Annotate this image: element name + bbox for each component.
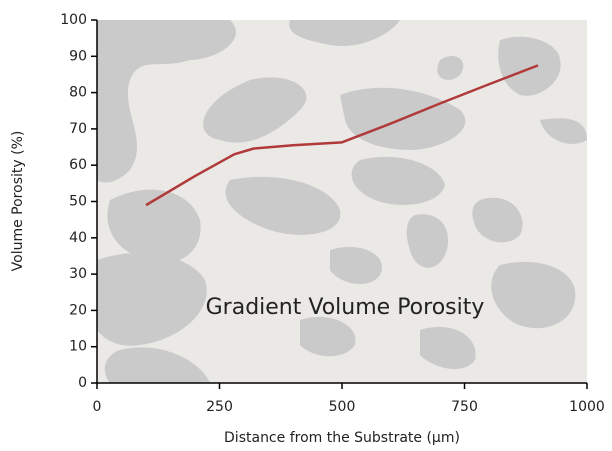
y-tick-label: 0: [78, 375, 87, 391]
x-tick-label: 0: [93, 399, 102, 415]
y-tick-label: 20: [69, 302, 87, 318]
x-axis-label: Distance from the Substrate (μm): [224, 430, 460, 446]
texture: [97, 20, 587, 383]
x-tick-label: 750: [451, 399, 478, 415]
y-tick-label: 30: [69, 266, 87, 282]
y-tick-label: 100: [60, 12, 87, 28]
annotation: Gradient Volume Porosity: [206, 295, 485, 320]
x-tick-label: 1000: [569, 399, 605, 415]
y-tick-label: 50: [69, 194, 87, 210]
y-tick-label: 40: [69, 230, 87, 246]
data-line: [145, 64, 539, 207]
y-tick-label: 60: [69, 157, 87, 173]
y-tick-label: 10: [69, 339, 87, 355]
x-tick-label: 500: [329, 399, 356, 415]
x-tick-label: 250: [206, 399, 233, 415]
y-tick-label: 80: [69, 85, 87, 101]
y-axis-label: Volume Porosity (%): [10, 131, 26, 272]
y-tick-label: 70: [69, 121, 87, 137]
y-tick-label: 90: [69, 48, 87, 64]
